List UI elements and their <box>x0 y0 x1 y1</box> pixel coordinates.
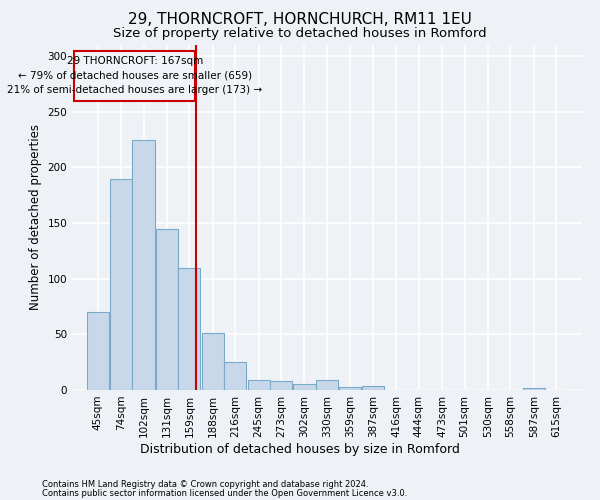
Bar <box>248 380 269 390</box>
Bar <box>339 386 361 390</box>
Bar <box>133 140 155 390</box>
Bar <box>74 50 196 100</box>
Text: Distribution of detached houses by size in Romford: Distribution of detached houses by size … <box>140 442 460 456</box>
Bar <box>270 381 292 390</box>
Bar <box>293 384 316 390</box>
Bar <box>110 178 132 390</box>
Bar <box>156 228 178 390</box>
Bar <box>523 388 545 390</box>
Bar <box>224 362 247 390</box>
Bar <box>202 333 224 390</box>
Text: Size of property relative to detached houses in Romford: Size of property relative to detached ho… <box>113 28 487 40</box>
Y-axis label: Number of detached properties: Number of detached properties <box>29 124 42 310</box>
Bar <box>362 386 384 390</box>
Bar <box>178 268 200 390</box>
Bar <box>86 312 109 390</box>
Text: Contains public sector information licensed under the Open Government Licence v3: Contains public sector information licen… <box>42 488 407 498</box>
Text: 29, THORNCROFT, HORNCHURCH, RM11 1EU: 29, THORNCROFT, HORNCHURCH, RM11 1EU <box>128 12 472 28</box>
Bar <box>316 380 338 390</box>
Text: 29 THORNCROFT: 167sqm
← 79% of detached houses are smaller (659)
21% of semi-det: 29 THORNCROFT: 167sqm ← 79% of detached … <box>7 56 262 96</box>
Text: Contains HM Land Registry data © Crown copyright and database right 2024.: Contains HM Land Registry data © Crown c… <box>42 480 368 489</box>
